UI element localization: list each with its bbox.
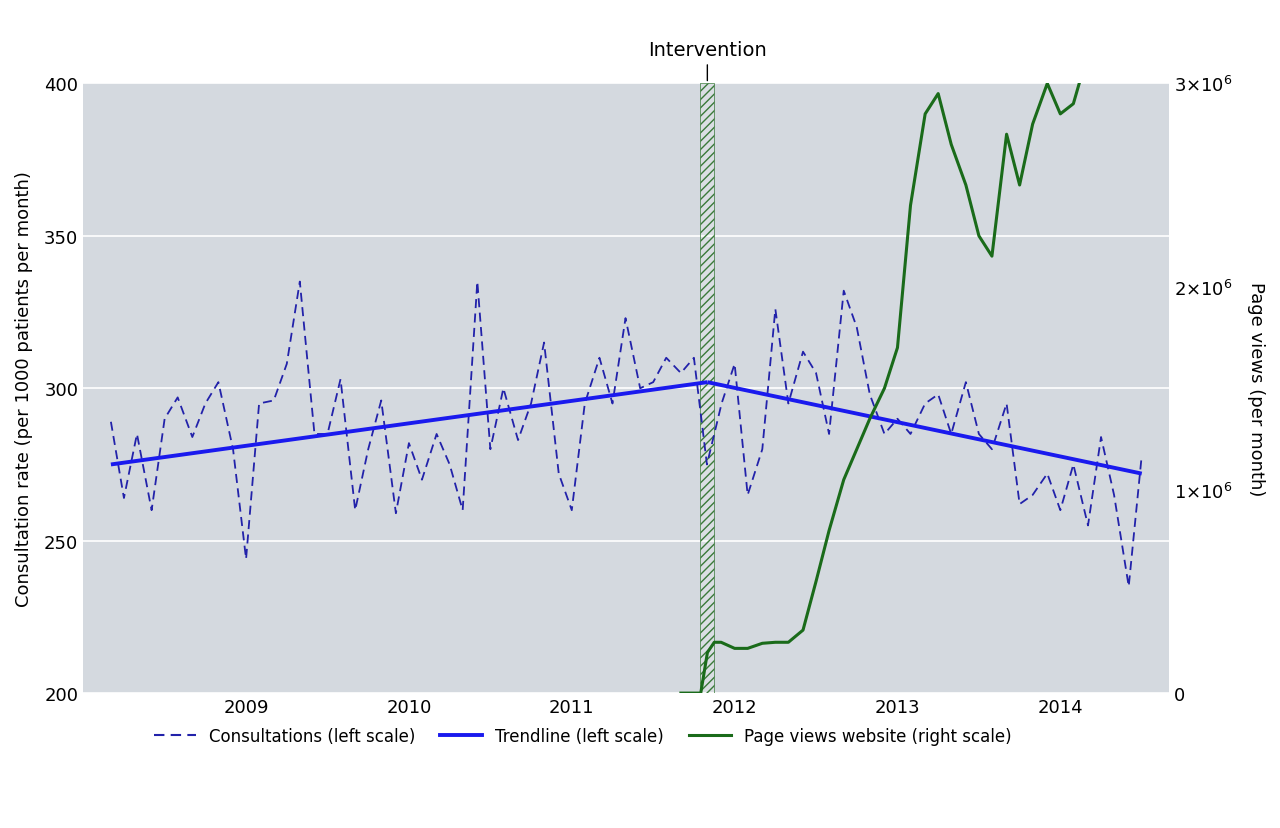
Y-axis label: Consultation rate (per 1000 patients per month): Consultation rate (per 1000 patients per…	[15, 171, 33, 606]
Text: Intervention: Intervention	[648, 41, 767, 60]
Bar	[700, 84, 714, 693]
Y-axis label: Page views (per month): Page views (per month)	[1247, 282, 1265, 496]
Bar	[700, 84, 714, 693]
Legend: Consultations (left scale), Trendline (left scale), Page views website (right sc: Consultations (left scale), Trendline (l…	[147, 720, 1019, 752]
